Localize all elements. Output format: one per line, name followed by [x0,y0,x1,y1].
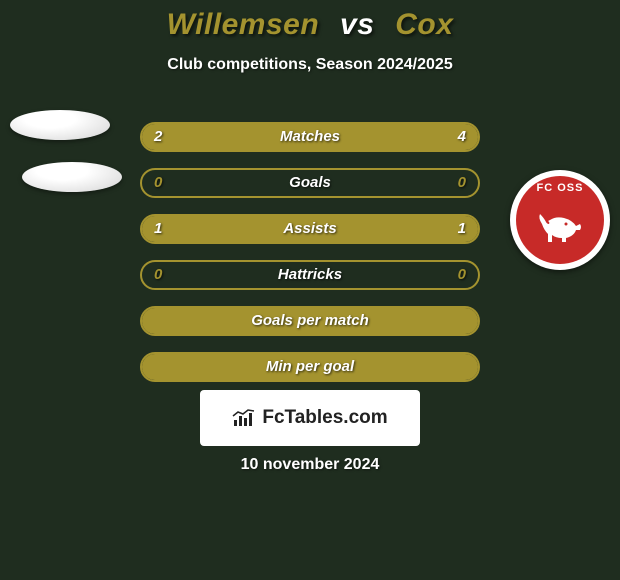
stat-value-left: 2 [154,124,162,150]
club-name-text: FC OSS [516,182,604,194]
stat-value-left: 0 [154,170,162,196]
stat-row: Goals0 0 [140,168,480,198]
stat-row: Hattricks0 0 [140,260,480,290]
stat-bars: Matches24Goals00Assists11Hattricks00Goal… [140,122,480,398]
stat-value-right: 4 [458,124,466,150]
stat-label: Matches [142,124,478,150]
stat-label: Hattricks [142,262,478,288]
watermark-text: FcTables.com [262,407,387,429]
stat-label: Assists [142,216,478,242]
right-club-logo: FC OSS [510,170,610,270]
stat-row: Goals per match [140,306,480,336]
player-right-name: Cox [395,8,453,41]
player-left-name: Willemsen [167,8,320,41]
stat-label: Min per goal [142,354,478,380]
chart-icon [232,408,256,428]
stat-row: Matches2 4 [140,122,480,152]
date-text: 10 november 2024 [0,456,620,474]
bull-icon [536,208,584,242]
watermark: FcTables.com [200,390,420,446]
club-badge: FC OSS [510,170,610,270]
vs-text: vs [340,8,374,41]
ellipse-shape [22,162,122,192]
stat-label: Goals [142,170,478,196]
stat-value-right: 0 [458,262,466,288]
comparison-card: Willemsen vs Cox Club competitions, Seas… [0,0,620,580]
stat-row: Assists1 1 [140,214,480,244]
stat-row: Min per goal [140,352,480,382]
stat-value-right: 1 [458,216,466,242]
subtitle: Club competitions, Season 2024/2025 [0,56,620,74]
stat-value-left: 1 [154,216,162,242]
stat-value-right: 0 [458,170,466,196]
stat-value-left: 0 [154,262,162,288]
ellipse-shape [10,110,110,140]
page-title: Willemsen vs Cox [0,0,620,42]
stat-label: Goals per match [142,308,478,334]
left-club-placeholder [10,110,122,192]
